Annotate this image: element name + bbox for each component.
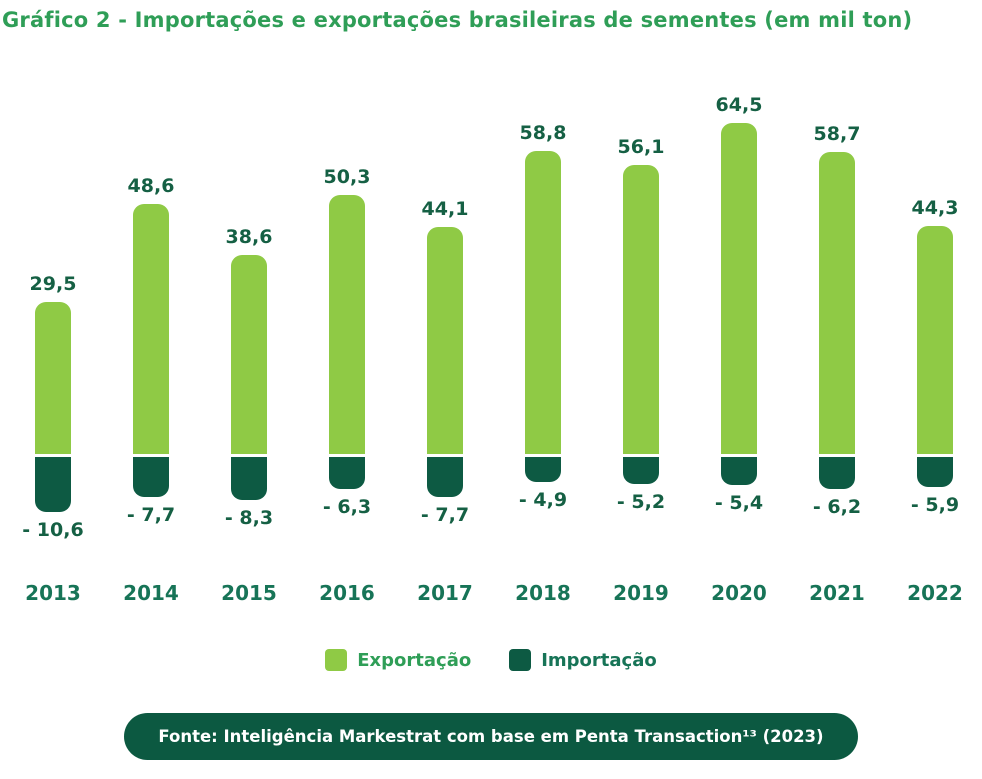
import-bar [622, 457, 659, 484]
export-bar [916, 226, 953, 454]
export-value-label: 58,8 [519, 122, 567, 144]
year-label: 2019 [613, 581, 669, 605]
export-value-label: 56,1 [617, 136, 665, 158]
legend-item-importacao: Importação [509, 649, 657, 671]
source-pill: Fonte: Inteligência Markestrat com base … [124, 713, 858, 760]
import-area: - 10,6 [22, 457, 84, 553]
chart-title: Gráfico 2 - Importações e exportações br… [2, 8, 913, 32]
import-bar [328, 457, 365, 489]
import-area: - 5,9 [911, 457, 959, 553]
export-value-label: 44,3 [911, 197, 959, 219]
footer: Fonte: Inteligência Markestrat com base … [0, 713, 982, 760]
export-value-label: 64,5 [715, 94, 763, 116]
import-area: - 8,3 [225, 457, 273, 553]
bar-group-2016: 50,3 - 6,3 2016 [304, 94, 390, 605]
year-label: 2013 [25, 581, 81, 605]
export-area: 38,6 [225, 94, 273, 454]
export-bar [34, 302, 71, 454]
import-value-label: - 7,7 [420, 504, 470, 526]
export-area: 44,1 [421, 94, 469, 454]
import-area: - 7,7 [421, 457, 469, 553]
import-bar [426, 457, 463, 497]
legend-label-importacao: Importação [541, 649, 657, 671]
export-bar [328, 195, 365, 454]
export-bar [230, 255, 267, 454]
import-value-label: - 4,9 [518, 489, 568, 511]
export-bar [720, 123, 757, 454]
bar-chart: 29,5 - 10,6 2013 48,6 - 7,7 2014 38,6 - 8,3 2015… [0, 94, 982, 605]
year-label: 2018 [515, 581, 571, 605]
source-text: Fonte: Inteligência Markestrat com base … [158, 727, 824, 746]
export-area: 58,8 [519, 94, 567, 454]
export-swatch-icon [325, 649, 348, 671]
import-bar [230, 457, 267, 500]
import-value-label: - 6,3 [322, 496, 372, 518]
export-bar [132, 204, 169, 454]
bar-group-2014: 48,6 - 7,7 2014 [108, 94, 194, 605]
export-bar [524, 151, 561, 454]
year-label: 2014 [123, 581, 179, 605]
export-area: 56,1 [617, 94, 665, 454]
export-area: 50,3 [323, 94, 371, 454]
year-label: 2022 [907, 581, 963, 605]
import-bar [916, 457, 953, 487]
year-label: 2020 [711, 581, 767, 605]
legend-item-exportacao: Exportação [325, 649, 471, 671]
export-bar [818, 152, 855, 454]
import-value-label: - 5,4 [714, 492, 764, 514]
import-swatch-icon [509, 649, 532, 671]
export-value-label: 50,3 [323, 166, 371, 188]
import-value-label: - 7,7 [126, 504, 176, 526]
import-area: - 5,4 [715, 457, 763, 553]
import-bar [132, 457, 169, 497]
bar-group-2013: 29,5 - 10,6 2013 [10, 94, 96, 605]
import-value-label: - 5,9 [910, 494, 960, 516]
export-area: 44,3 [911, 94, 959, 454]
legend-label-exportacao: Exportação [357, 649, 472, 671]
bar-group-2020: 64,5 - 5,4 2020 [696, 94, 782, 605]
import-bar [34, 457, 71, 512]
export-bar [622, 165, 659, 454]
import-area: - 6,3 [323, 457, 371, 553]
legend: Exportação Importação [0, 649, 982, 671]
bar-group-2015: 38,6 - 8,3 2015 [206, 94, 292, 605]
export-value-label: 58,7 [813, 123, 861, 145]
import-bar [524, 457, 561, 482]
import-bar [720, 457, 757, 485]
export-area: 48,6 [127, 94, 175, 454]
import-area: - 4,9 [519, 457, 567, 553]
export-bar [426, 227, 463, 454]
import-area: - 7,7 [127, 457, 175, 553]
bar-group-2022: 44,3 - 5,9 2022 [892, 94, 978, 605]
import-value-label: - 10,6 [22, 519, 84, 541]
year-label: 2017 [417, 581, 473, 605]
import-value-label: - 5,2 [616, 491, 666, 513]
export-value-label: 44,1 [421, 198, 469, 220]
export-area: 29,5 [29, 94, 77, 454]
year-label: 2016 [319, 581, 375, 605]
bar-group-2021: 58,7 - 6,2 2021 [794, 94, 880, 605]
year-label: 2015 [221, 581, 277, 605]
import-area: - 6,2 [813, 457, 861, 553]
import-area: - 5,2 [617, 457, 665, 553]
export-value-label: 29,5 [29, 273, 77, 295]
export-value-label: 38,6 [225, 226, 273, 248]
export-value-label: 48,6 [127, 175, 175, 197]
bar-group-2017: 44,1 - 7,7 2017 [402, 94, 488, 605]
year-label: 2021 [809, 581, 865, 605]
import-value-label: - 8,3 [224, 507, 274, 529]
bar-group-2019: 56,1 - 5,2 2019 [598, 94, 684, 605]
export-area: 58,7 [813, 94, 861, 454]
import-value-label: - 6,2 [812, 496, 862, 518]
export-area: 64,5 [715, 94, 763, 454]
import-bar [818, 457, 855, 489]
bar-group-2018: 58,8 - 4,9 2018 [500, 94, 586, 605]
